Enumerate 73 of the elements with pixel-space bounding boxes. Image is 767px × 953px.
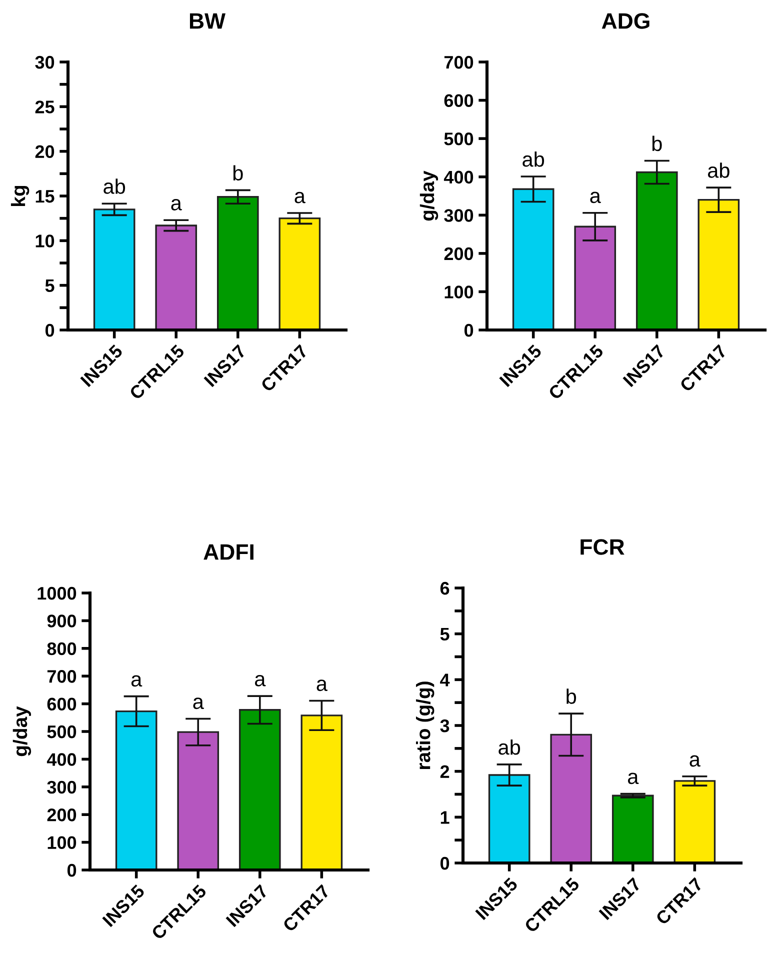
y-tick-label: 0 xyxy=(67,864,76,877)
bar xyxy=(512,188,554,330)
y-tick-label: 10 xyxy=(36,234,54,248)
annotation: ab xyxy=(708,162,730,178)
bar xyxy=(612,794,654,863)
bar xyxy=(155,224,198,330)
y-tick-label: 700 xyxy=(47,670,76,683)
y-tick-label: 4 xyxy=(440,674,450,686)
y-tick-label: 500 xyxy=(444,132,474,146)
y-axis-title: g/day xyxy=(420,170,438,221)
y-axis-title: ratio (g/g) xyxy=(416,682,434,770)
y-tick-label: 600 xyxy=(444,94,474,108)
bar xyxy=(636,171,678,330)
bar xyxy=(698,198,740,330)
y-tick-label: 15 xyxy=(36,190,54,203)
annotation: a xyxy=(294,192,306,204)
y-tick-label: 20 xyxy=(35,145,54,158)
annotation: b xyxy=(233,165,243,181)
chart-title: ADFI xyxy=(204,544,254,560)
y-tick-label: 1 xyxy=(440,811,450,824)
y-tick-label: 100 xyxy=(444,286,474,298)
bar xyxy=(488,774,530,863)
y-tick-label: 0 xyxy=(45,324,54,337)
annotation: a xyxy=(171,199,182,210)
y-axis-title: g/day xyxy=(12,706,32,756)
y-tick-label: 400 xyxy=(46,753,76,766)
y-tick-label: 100 xyxy=(48,836,76,850)
annotation: a xyxy=(254,674,266,686)
bar xyxy=(93,208,136,330)
y-tick-label: 2 xyxy=(440,765,450,778)
y-tick-label: 6 xyxy=(440,582,450,595)
y-tick-label: 5 xyxy=(440,628,450,641)
y-tick-label: 0 xyxy=(464,324,474,337)
bar xyxy=(574,226,616,330)
annotation: ab xyxy=(522,152,544,167)
annotation: ab xyxy=(498,739,520,755)
y-tick-label: 700 xyxy=(444,56,474,69)
annotation: a xyxy=(131,675,142,687)
y-tick-label: 300 xyxy=(47,780,76,794)
y-tick-label: 900 xyxy=(47,614,76,628)
bar xyxy=(238,709,281,870)
chart-title: BW xyxy=(190,13,226,29)
bar xyxy=(216,196,259,330)
bar xyxy=(278,218,321,330)
y-tick-label: 200 xyxy=(444,247,474,260)
y-tick-label: 30 xyxy=(35,56,54,69)
y-tick-label: 1000 xyxy=(38,586,76,600)
annotation: a xyxy=(590,192,601,204)
y-tick-label: 0 xyxy=(440,856,450,870)
y-tick-label: 800 xyxy=(47,642,76,656)
annotation: a xyxy=(316,680,328,692)
annotation: b xyxy=(652,136,662,152)
annotation: ab xyxy=(104,178,126,194)
annotation: a xyxy=(193,698,204,710)
bar xyxy=(177,731,220,870)
y-tick-label: 200 xyxy=(47,808,76,822)
annotation: b xyxy=(566,688,576,704)
y-tick-label: 300 xyxy=(444,209,474,222)
bar xyxy=(674,780,716,863)
y-tick-label: 600 xyxy=(47,698,76,711)
y-tick-label: 500 xyxy=(47,725,76,738)
y-axis-title: kg xyxy=(10,186,30,206)
bar xyxy=(550,734,592,863)
bar xyxy=(115,710,158,870)
chart-title: ADG xyxy=(602,13,650,29)
annotation: a xyxy=(628,772,639,784)
bar xyxy=(300,714,343,870)
y-tick-label: 400 xyxy=(444,170,474,184)
y-tick-label: 3 xyxy=(440,719,450,732)
y-tick-label: 25 xyxy=(35,100,54,114)
y-tick-label: 5 xyxy=(45,279,54,292)
annotation: a xyxy=(690,755,700,767)
chart-title: FCR xyxy=(580,539,624,555)
